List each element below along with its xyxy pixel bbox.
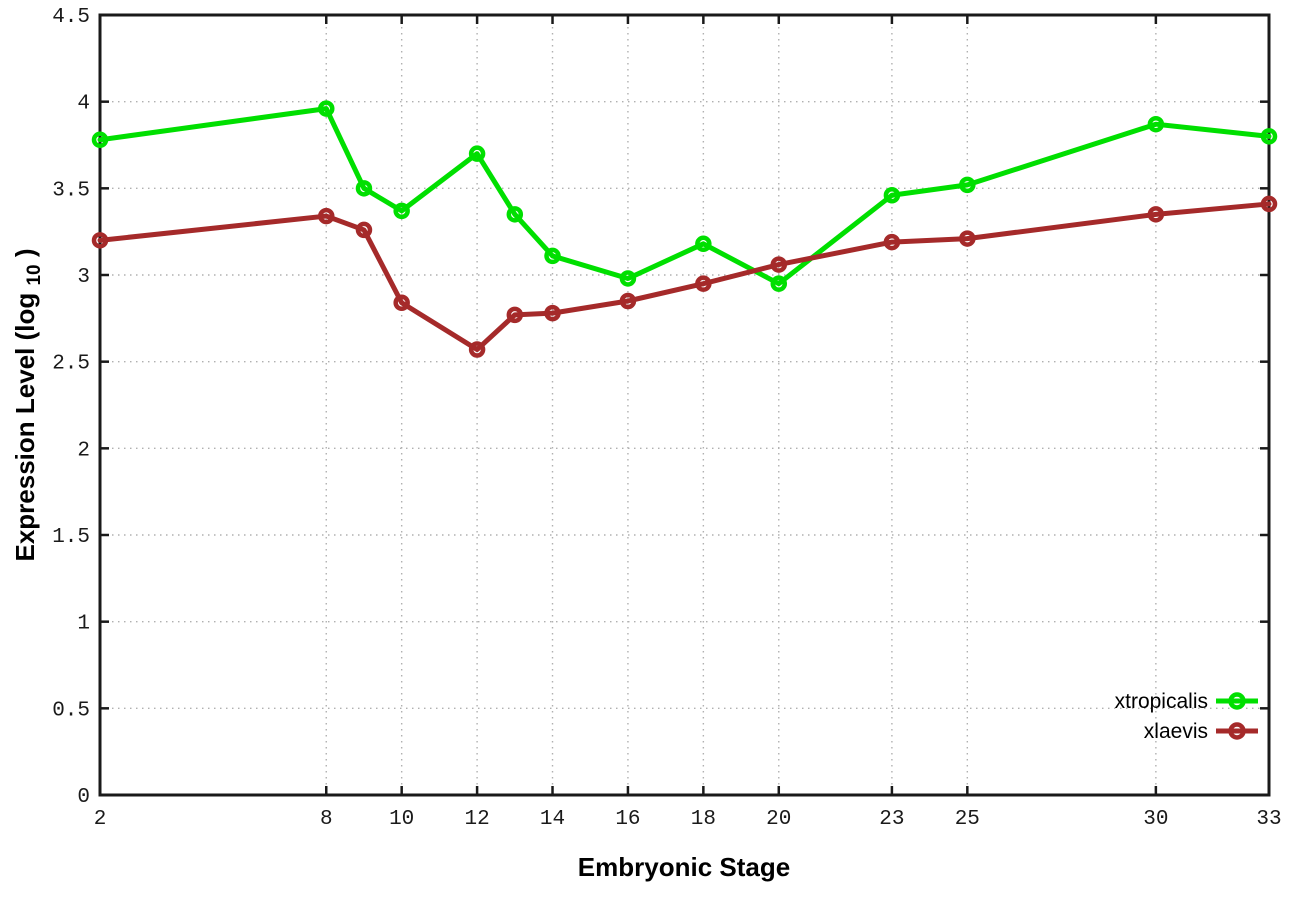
data-point-xlaevis <box>770 256 788 273</box>
data-point-xlaevis <box>1260 195 1278 213</box>
data-point-xtropicalis <box>959 176 976 194</box>
data-point-xlaevis <box>619 292 637 310</box>
y-tick-label: 1 <box>77 613 90 636</box>
data-point-xlaevis <box>883 233 901 251</box>
y-axis-title-close: ) <box>10 248 40 257</box>
legend: xtropicalis xlaevis <box>1115 690 1258 743</box>
data-point-xlaevis <box>506 306 524 324</box>
legend-marker-xtropicalis <box>1228 692 1246 710</box>
data-point-xlaevis <box>544 304 561 322</box>
x-tick-label: 25 <box>955 808 980 831</box>
x-tick-label: 2 <box>94 808 107 831</box>
x-tick-label: 18 <box>691 808 716 831</box>
series-line-xlaevis <box>97 201 1272 353</box>
x-tick-label: 10 <box>389 808 414 831</box>
y-axis-title-main: Expression Level (log <box>10 293 40 562</box>
series-line-xtropicalis <box>97 106 1272 287</box>
y-axis-title-subscript: 10 <box>24 264 45 285</box>
y-tick-label: 0 <box>77 786 90 809</box>
y-tick-label: 0.5 <box>52 699 90 722</box>
data-point-xtropicalis <box>1260 128 1278 145</box>
x-tick-label: 16 <box>615 808 640 831</box>
y-axis-title: Expression Level (log 10 ) <box>10 248 46 561</box>
x-axis-title: Embryonic Stage <box>578 852 790 882</box>
data-point-xtropicalis <box>883 187 901 204</box>
data-point-xlaevis <box>91 232 109 249</box>
data-point-xtropicalis <box>544 247 561 265</box>
y-tick-label: 3.5 <box>52 179 90 202</box>
x-tick-label: 33 <box>1256 808 1281 831</box>
tick-label-layer: 2 8 10 12 14 16 18 20 23 25 30 33 0 0.5 1 1.5 2 2.5 3 3.5 4 4… <box>52 6 1281 831</box>
grid-layer <box>99 14 1270 796</box>
series-layer <box>91 100 1278 358</box>
x-tick-label: 14 <box>540 808 565 831</box>
data-point-xtropicalis <box>619 270 637 287</box>
y-tick-label: 4 <box>77 93 90 116</box>
y-tick-label: 1.5 <box>52 526 90 549</box>
data-point-xtropicalis <box>1147 115 1165 133</box>
data-point-xlaevis <box>355 221 373 239</box>
data-point-xtropicalis <box>506 206 524 223</box>
data-point-xtropicalis <box>468 145 486 162</box>
data-point-xtropicalis <box>393 202 410 220</box>
y-tick-label: 4.5 <box>52 6 90 29</box>
x-tick-label: 20 <box>766 808 791 831</box>
legend-label-xtropicalis: xtropicalis <box>1115 690 1208 713</box>
y-tick-label: 2.5 <box>52 353 90 376</box>
data-point-xtropicalis <box>695 235 712 253</box>
data-point-xtropicalis <box>91 131 109 149</box>
plot-frame-layer <box>98 13 1271 797</box>
data-point-xlaevis <box>468 341 486 358</box>
data-point-xtropicalis <box>318 100 335 117</box>
y-tick-label: 2 <box>77 439 90 462</box>
data-point-xlaevis <box>959 230 976 247</box>
data-point-xlaevis <box>318 207 335 225</box>
x-tick-label: 12 <box>464 808 489 831</box>
data-point-xlaevis <box>695 275 712 292</box>
x-tick-label: 30 <box>1143 808 1168 831</box>
legend-marker-xlaevis <box>1228 722 1246 740</box>
x-tick-label: 23 <box>879 808 904 831</box>
data-point-xlaevis <box>393 294 410 311</box>
plot-border <box>98 13 1271 797</box>
y-tick-label: 3 <box>77 266 90 289</box>
x-tick-label: 8 <box>320 808 333 831</box>
data-point-xlaevis <box>1147 206 1165 223</box>
legend-label-xlaevis: xlaevis <box>1144 720 1208 743</box>
data-point-xtropicalis <box>355 180 373 197</box>
data-point-xtropicalis <box>770 275 788 292</box>
